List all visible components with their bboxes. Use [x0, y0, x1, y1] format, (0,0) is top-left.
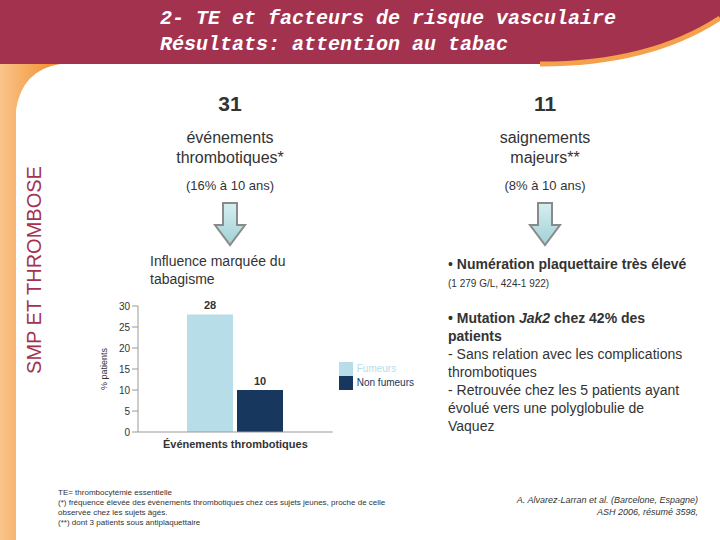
html-text:• Mutation Jak2 chez 42% des p: • Mutation Jak2 chez 42% des patients: [448, 310, 646, 344]
html-text:saignements majeurs**: saignements majeurs**: [499, 129, 591, 166]
html-text:(8% à 10 ans): (8% à 10 ans): [504, 178, 586, 193]
html-text:(*) fréquence élevée des événe: (*) fréquence élevée des événements thro…: [58, 498, 386, 517]
html-text:événements thrombotiques*: événements thrombotiques*: [176, 129, 284, 166]
html-text:- Sans relation avec les compl: - Sans relation avec les complications t…: [448, 346, 683, 380]
html-text:2- TE et facteurs de risque va: 2- TE et facteurs de risque vasculaire: [160, 7, 617, 30]
html-text:ASH 2006, résumé 3598,: ASH 2006, résumé 3598,: [596, 507, 698, 517]
html-text:TE= thrombocytémie essentielle: TE= thrombocytémie essentielle: [58, 488, 173, 497]
svg-text:% patients: % patients: [99, 347, 109, 390]
svg-text:0: 0: [124, 427, 130, 438]
html-text:(16% à 10 ans): (16% à 10 ans): [185, 178, 275, 193]
html-text:11: 11: [533, 92, 557, 115]
svg-text:10: 10: [254, 375, 266, 387]
svg-text:5: 5: [124, 406, 130, 417]
html-text:Fumeurs: Fumeurs: [356, 362, 397, 374]
svg-text:15: 15: [119, 364, 131, 375]
html-text:- Retrouvée chez les 5 patient: - Retrouvée chez les 5 patients ayant év…: [448, 382, 680, 434]
svg-text:20: 20: [119, 343, 131, 354]
html-text:31: 31: [218, 92, 242, 115]
html-text:• Numération plaquettaire très: • Numération plaquettaire très élevé: [448, 256, 687, 272]
html-text:Résultats: attention au tabac: Résultats: attention au tabac: [160, 33, 509, 56]
svg-text:25: 25: [119, 322, 131, 333]
html-text:(**) dont 3 patients sous anti: (**) dont 3 patients sous antiplaquettai…: [58, 518, 201, 527]
svg-text:Événements thrombotiques: Événements thrombotiques: [163, 438, 308, 450]
html-text:A. Alvarez-Larran et al. (Barc: A. Alvarez-Larran et al. (Barcelone, Esp…: [516, 495, 698, 505]
html-text:(1 279 G/L, 424-1 922): (1 279 G/L, 424-1 922): [448, 278, 550, 289]
svg-text:28: 28: [204, 299, 216, 311]
svg-text:10: 10: [119, 385, 131, 396]
html-text:Non fumeurs: Non fumeurs: [356, 376, 414, 388]
html-text:SMP ET THROMBOSE: SMP ET THROMBOSE: [22, 166, 45, 374]
html-text:Influence marquée du tabagisme: Influence marquée du tabagisme: [150, 253, 286, 287]
svg-text:30: 30: [119, 301, 131, 312]
